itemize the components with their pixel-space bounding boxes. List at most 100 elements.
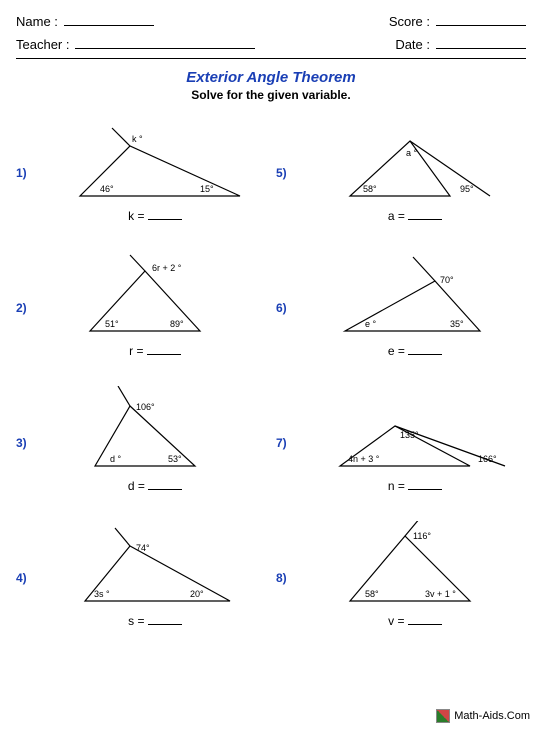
problem: 7) 135° 4n + 3 ° 166° n = [276, 380, 526, 515]
footer-site: Math-Aids.Com [454, 710, 530, 722]
triangle-figure: 6r + 2 °51°89° [60, 251, 250, 341]
problem-body: k ° 46° 15° k = [44, 116, 266, 223]
problem: 1) k ° 46° 15° k = [16, 110, 266, 245]
date-blank[interactable] [436, 35, 526, 49]
angle-label: 3s ° [94, 589, 110, 599]
answer-blank[interactable] [408, 208, 442, 220]
date-field: Date : [395, 35, 526, 52]
header-row-1: Name : Score : [16, 12, 526, 29]
answer-line: d = [128, 478, 182, 493]
answer-label: s = [128, 614, 144, 628]
angle-label: 51° [105, 319, 119, 329]
triangle-figure: 135° 4n + 3 ° 166° [320, 386, 510, 476]
answer-label: a = [388, 209, 405, 223]
teacher-blank[interactable] [75, 35, 255, 49]
teacher-label: Teacher : [16, 37, 69, 52]
score-label: Score : [389, 14, 430, 29]
answer-blank[interactable] [148, 478, 182, 490]
answer-line: n = [388, 478, 442, 493]
triangle-figure: 74° 3s ° 20° [60, 521, 250, 611]
angle-label: 3v + 1 ° [425, 589, 456, 599]
exterior-ray [130, 255, 145, 271]
exterior-ray [112, 128, 130, 146]
angle-label: 35° [450, 319, 464, 329]
problem: 5) a ° 58° 95° a = [276, 110, 526, 245]
angle-label: 74° [136, 543, 150, 553]
angle-label: 89° [170, 319, 184, 329]
angle-label: k ° [132, 134, 143, 144]
angle-label: 15° [200, 184, 214, 194]
angle-label: 135° [400, 430, 419, 440]
problem-number: 3) [16, 386, 38, 450]
angle-label: d ° [110, 454, 122, 464]
problem: 6) 70° e ° 35° e = [276, 245, 526, 380]
name-label: Name : [16, 14, 58, 29]
score-blank[interactable] [436, 12, 526, 26]
header-row-2: Teacher : Date : [16, 35, 526, 52]
angle-label: 58° [363, 184, 377, 194]
problem-number: 7) [276, 386, 298, 450]
problem-number: 6) [276, 251, 298, 315]
problem-body: 135° 4n + 3 ° 166° n = [304, 386, 526, 493]
answer-blank[interactable] [148, 208, 182, 220]
answer-label: r = [129, 344, 143, 358]
angle-label: e ° [365, 319, 377, 329]
answer-line: r = [129, 343, 181, 358]
answer-label: e = [388, 344, 405, 358]
answer-label: k = [128, 209, 144, 223]
answer-line: a = [388, 208, 442, 223]
angle-label: 20° [190, 589, 204, 599]
problem: 2) 6r + 2 °51°89° r = [16, 245, 266, 380]
answer-line: v = [388, 613, 442, 628]
answer-label: d = [128, 479, 145, 493]
answer-blank[interactable] [408, 478, 442, 490]
answer-blank[interactable] [408, 613, 442, 625]
problem-body: 6r + 2 °51°89° r = [44, 251, 266, 358]
angle-label: 46° [100, 184, 114, 194]
score-field: Score : [389, 12, 526, 29]
problem-body: 106° d ° 53° d = [44, 386, 266, 493]
problem: 4) 74° 3s ° 20° s = [16, 515, 266, 650]
angle-label: 166° [478, 454, 497, 464]
answer-line: k = [128, 208, 182, 223]
problem-number: 8) [276, 521, 298, 585]
angle-label: a ° [406, 148, 418, 158]
triangle-figure: 70° e ° 35° [320, 251, 510, 341]
triangle-figure: 116° 58° 3v + 1 ° [320, 521, 510, 611]
triangle-figure: a ° 58° 95° [320, 116, 510, 206]
exterior-ray [413, 257, 435, 281]
problem-number: 4) [16, 521, 38, 585]
name-blank[interactable] [64, 12, 154, 26]
triangle-figure: k ° 46° 15° [60, 116, 250, 206]
answer-blank[interactable] [147, 343, 181, 355]
problems-grid: 1) k ° 46° 15° k = 5) a ° 58° 95° a = [16, 110, 526, 650]
angle-label: 70° [440, 275, 454, 285]
problem: 8) 116° 58° 3v + 1 ° v = [276, 515, 526, 650]
problem: 3) 106° d ° 53° d = [16, 380, 266, 515]
answer-line: s = [128, 613, 182, 628]
problem-number: 5) [276, 116, 298, 180]
answer-label: n = [388, 479, 405, 493]
problem-body: a ° 58° 95° a = [304, 116, 526, 223]
problem-body: 74° 3s ° 20° s = [44, 521, 266, 628]
angle-label: 116° [413, 531, 431, 541]
footer: Math-Aids.Com [436, 709, 530, 723]
problem-number: 1) [16, 116, 38, 180]
problem-number: 2) [16, 251, 38, 315]
exterior-ray [410, 141, 490, 196]
exterior-ray [118, 386, 130, 406]
footer-logo-icon [436, 709, 450, 723]
angle-label: 95° [460, 184, 474, 194]
angle-label: 106° [136, 402, 155, 412]
answer-blank[interactable] [148, 613, 182, 625]
angle-label: 4n + 3 ° [348, 454, 380, 464]
worksheet-subtitle: Solve for the given variable. [16, 88, 526, 102]
name-field: Name : [16, 12, 154, 29]
angle-label: 53° [168, 454, 182, 464]
angle-label: 58° [365, 589, 379, 599]
answer-blank[interactable] [408, 343, 442, 355]
exterior-ray [115, 528, 130, 546]
date-label: Date : [395, 37, 430, 52]
worksheet-title: Exterior Angle Theorem [16, 69, 526, 86]
teacher-field: Teacher : [16, 35, 255, 52]
